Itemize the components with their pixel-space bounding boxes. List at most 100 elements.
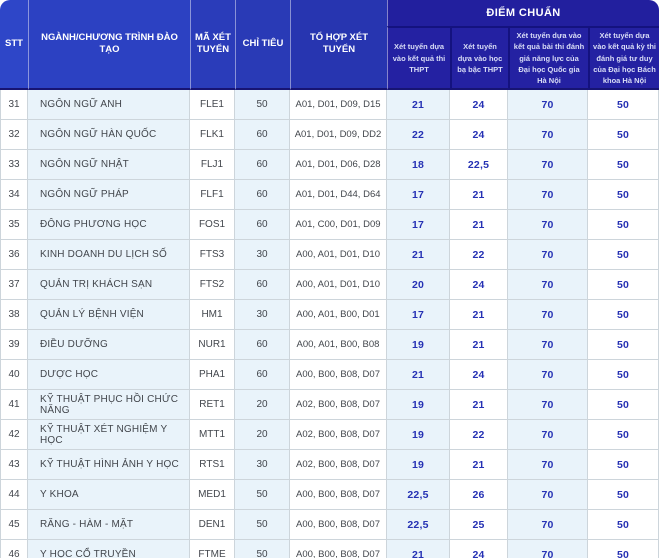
row-score-transcript: 21 [450,330,508,361]
table-row: 31 NGÔN NGỮ ANH FLE1 50 A01, D01, D09, D15 21… [0,90,659,121]
row-quota: 50 [235,540,290,558]
row-score-thpt-exam: 22,5 [387,510,450,541]
row-score-hust-thinking-test: 50 [588,450,659,481]
row-score-vnu-capacity-test: 70 [508,120,588,151]
row-score-transcript: 24 [450,120,508,151]
row-subject-combination: A02, B00, B08, D07 [290,390,387,421]
row-score-transcript: 24 [450,540,508,558]
row-score-hust-thinking-test: 50 [588,240,659,271]
row-program-name: NGÔN NGỮ NHẬT [28,150,190,181]
col-header-thpt-exam-score: Xét tuyển dựa vào kết quả thi THPT [387,26,450,91]
row-subject-combination: A00, B00, B08, D07 [290,540,387,558]
row-stt: 40 [0,360,28,391]
row-score-transcript: 21 [450,180,508,211]
row-score-vnu-capacity-test: 70 [508,300,588,331]
row-score-hust-thinking-test: 50 [588,330,659,361]
row-score-hust-thinking-test: 50 [588,300,659,331]
col-header-stt: STT [0,0,28,91]
row-stt: 39 [0,330,28,361]
row-quota: 60 [235,180,290,211]
row-score-thpt-exam: 21 [387,90,450,121]
row-stt: 43 [0,450,28,481]
row-score-thpt-exam: 19 [387,330,450,361]
row-stt: 32 [0,120,28,151]
table-row: 43 KỸ THUẬT HÌNH ẢNH Y HỌC RTS1 30 A02, B00,… [0,450,659,481]
row-subject-combination: A00, B00, B08, D07 [290,360,387,391]
row-subject-combination: A01, D01, D06, D28 [290,150,387,181]
row-quota: 60 [235,270,290,301]
row-score-vnu-capacity-test: 70 [508,360,588,391]
row-admission-code: FOS1 [190,210,235,241]
row-admission-code: FLK1 [190,120,235,151]
row-quota: 20 [235,390,290,421]
row-score-transcript: 24 [450,90,508,121]
row-score-vnu-capacity-test: 70 [508,450,588,481]
row-subject-combination: A01, D01, D09, DD2 [290,120,387,151]
row-score-transcript: 26 [450,480,508,511]
row-admission-code: PHA1 [190,360,235,391]
table-row: 42 KỸ THUẬT XÉT NGHIỆM Y HỌC MTT1 20 A02, B0… [0,420,659,451]
row-score-vnu-capacity-test: 70 [508,330,588,361]
row-program-name: NGÔN NGỮ ANH [28,90,190,121]
row-program-name: NGÔN NGỮ PHÁP [28,180,190,211]
col-header-quota: CHỈ TIÊU [235,0,290,91]
row-quota: 60 [235,330,290,361]
row-quota: 60 [235,150,290,181]
row-score-transcript: 24 [450,270,508,301]
row-score-hust-thinking-test: 50 [588,540,659,558]
table-row: 32 NGÔN NGỮ HÀN QUỐC FLK1 60 A01, D01, D09, … [0,120,659,151]
row-subject-combination: A02, B00, B08, D07 [290,450,387,481]
row-score-hust-thinking-test: 50 [588,150,659,181]
row-score-vnu-capacity-test: 70 [508,480,588,511]
row-program-name: KỸ THUẬT XÉT NGHIỆM Y HỌC [28,420,190,451]
row-subject-combination: A00, A01, B00, B08 [290,330,387,361]
row-admission-code: FTS2 [190,270,235,301]
row-score-vnu-capacity-test: 70 [508,90,588,121]
row-stt: 38 [0,300,28,331]
row-score-vnu-capacity-test: 70 [508,270,588,301]
row-score-transcript: 24 [450,360,508,391]
table-body: 31 NGÔN NGỮ ANH FLE1 50 A01, D01, D09, D15 21… [0,90,659,558]
row-score-transcript: 22,5 [450,150,508,181]
row-stt: 42 [0,420,28,451]
table-row: 45 RĂNG - HÀM - MẶT DEN1 50 A00, B00, B08, D… [0,510,659,541]
table-row: 34 NGÔN NGỮ PHÁP FLF1 60 A01, D01, D44, D64 1… [0,180,659,211]
row-score-thpt-exam: 22,5 [387,480,450,511]
row-subject-combination: A00, A01, D01, D10 [290,270,387,301]
col-header-transcript-score: Xét tuyển dựa vào học bạ bậc THPT [450,26,508,91]
col-header-vnu-capacity-test-score: Xét tuyển dựa vào kết quả bài thi đánh g… [508,26,588,91]
row-stt: 33 [0,150,28,181]
row-program-name: QUẢN LÝ BỆNH VIỆN [28,300,190,331]
row-score-hust-thinking-test: 50 [588,270,659,301]
row-quota: 30 [235,450,290,481]
row-score-transcript: 21 [450,300,508,331]
row-stt: 34 [0,180,28,211]
row-program-name: KỸ THUẬT HÌNH ẢNH Y HỌC [28,450,190,481]
table-row: 41 KỸ THUẬT PHỤC HỒI CHỨC NĂNG RET1 20 A02, … [0,390,659,421]
row-score-hust-thinking-test: 50 [588,510,659,541]
row-program-name: ĐIỀU DƯỠNG [28,330,190,361]
table-row: 38 QUẢN LÝ BỆNH VIỆN HM1 30 A00, A01, B00, D… [0,300,659,331]
table-row: 35 ĐÔNG PHƯƠNG HỌC FOS1 60 A01, C00, D01, D0… [0,210,659,241]
row-quota: 60 [235,210,290,241]
row-quota: 60 [235,360,290,391]
row-score-thpt-exam: 17 [387,300,450,331]
row-program-name: ĐÔNG PHƯƠNG HỌC [28,210,190,241]
row-program-name: KỸ THUẬT PHỤC HỒI CHỨC NĂNG [28,390,190,421]
col-header-code: MÃ XÉT TUYỂN [190,0,235,91]
col-header-benchmark-group: ĐIỂM CHUẨN [387,0,659,26]
row-stt: 36 [0,240,28,271]
row-score-transcript: 21 [450,210,508,241]
row-program-name: DƯỢC HỌC [28,360,190,391]
col-header-hust-thinking-test-score: Xét tuyển dựa vào kết quả kỳ thi đánh gi… [588,26,659,91]
row-score-hust-thinking-test: 50 [588,480,659,511]
row-subject-combination: A00, B00, B08, D07 [290,480,387,511]
row-admission-code: DEN1 [190,510,235,541]
row-score-hust-thinking-test: 50 [588,420,659,451]
row-stt: 41 [0,390,28,421]
row-score-transcript: 21 [450,390,508,421]
row-subject-combination: A01, C00, D01, D09 [290,210,387,241]
row-score-transcript: 25 [450,510,508,541]
